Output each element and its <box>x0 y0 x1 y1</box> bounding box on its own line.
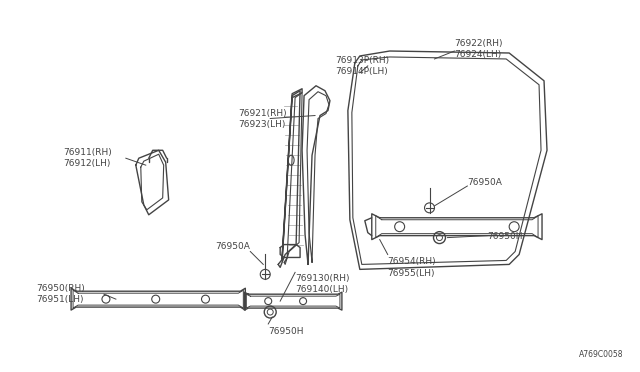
Text: 76950A: 76950A <box>216 241 250 251</box>
Text: 76911(RH)
76912(LH): 76911(RH) 76912(LH) <box>63 148 112 169</box>
Text: A769C0058: A769C0058 <box>579 350 623 359</box>
Text: 76950A: 76950A <box>467 178 502 187</box>
Text: 769130(RH)
769140(LH): 769130(RH) 769140(LH) <box>295 274 349 294</box>
Text: 76950H: 76950H <box>487 232 523 241</box>
Text: 76954(RH)
76955(LH): 76954(RH) 76955(LH) <box>388 257 436 278</box>
Text: 76913P(RH)
76914P(LH): 76913P(RH) 76914P(LH) <box>335 56 389 76</box>
Text: 76950(RH)
76951(LH): 76950(RH) 76951(LH) <box>36 284 85 304</box>
Text: 76950H: 76950H <box>268 327 304 336</box>
Text: 76921(RH)
76923(LH): 76921(RH) 76923(LH) <box>238 109 287 129</box>
Text: 76922(RH)
76924(LH): 76922(RH) 76924(LH) <box>454 39 503 59</box>
